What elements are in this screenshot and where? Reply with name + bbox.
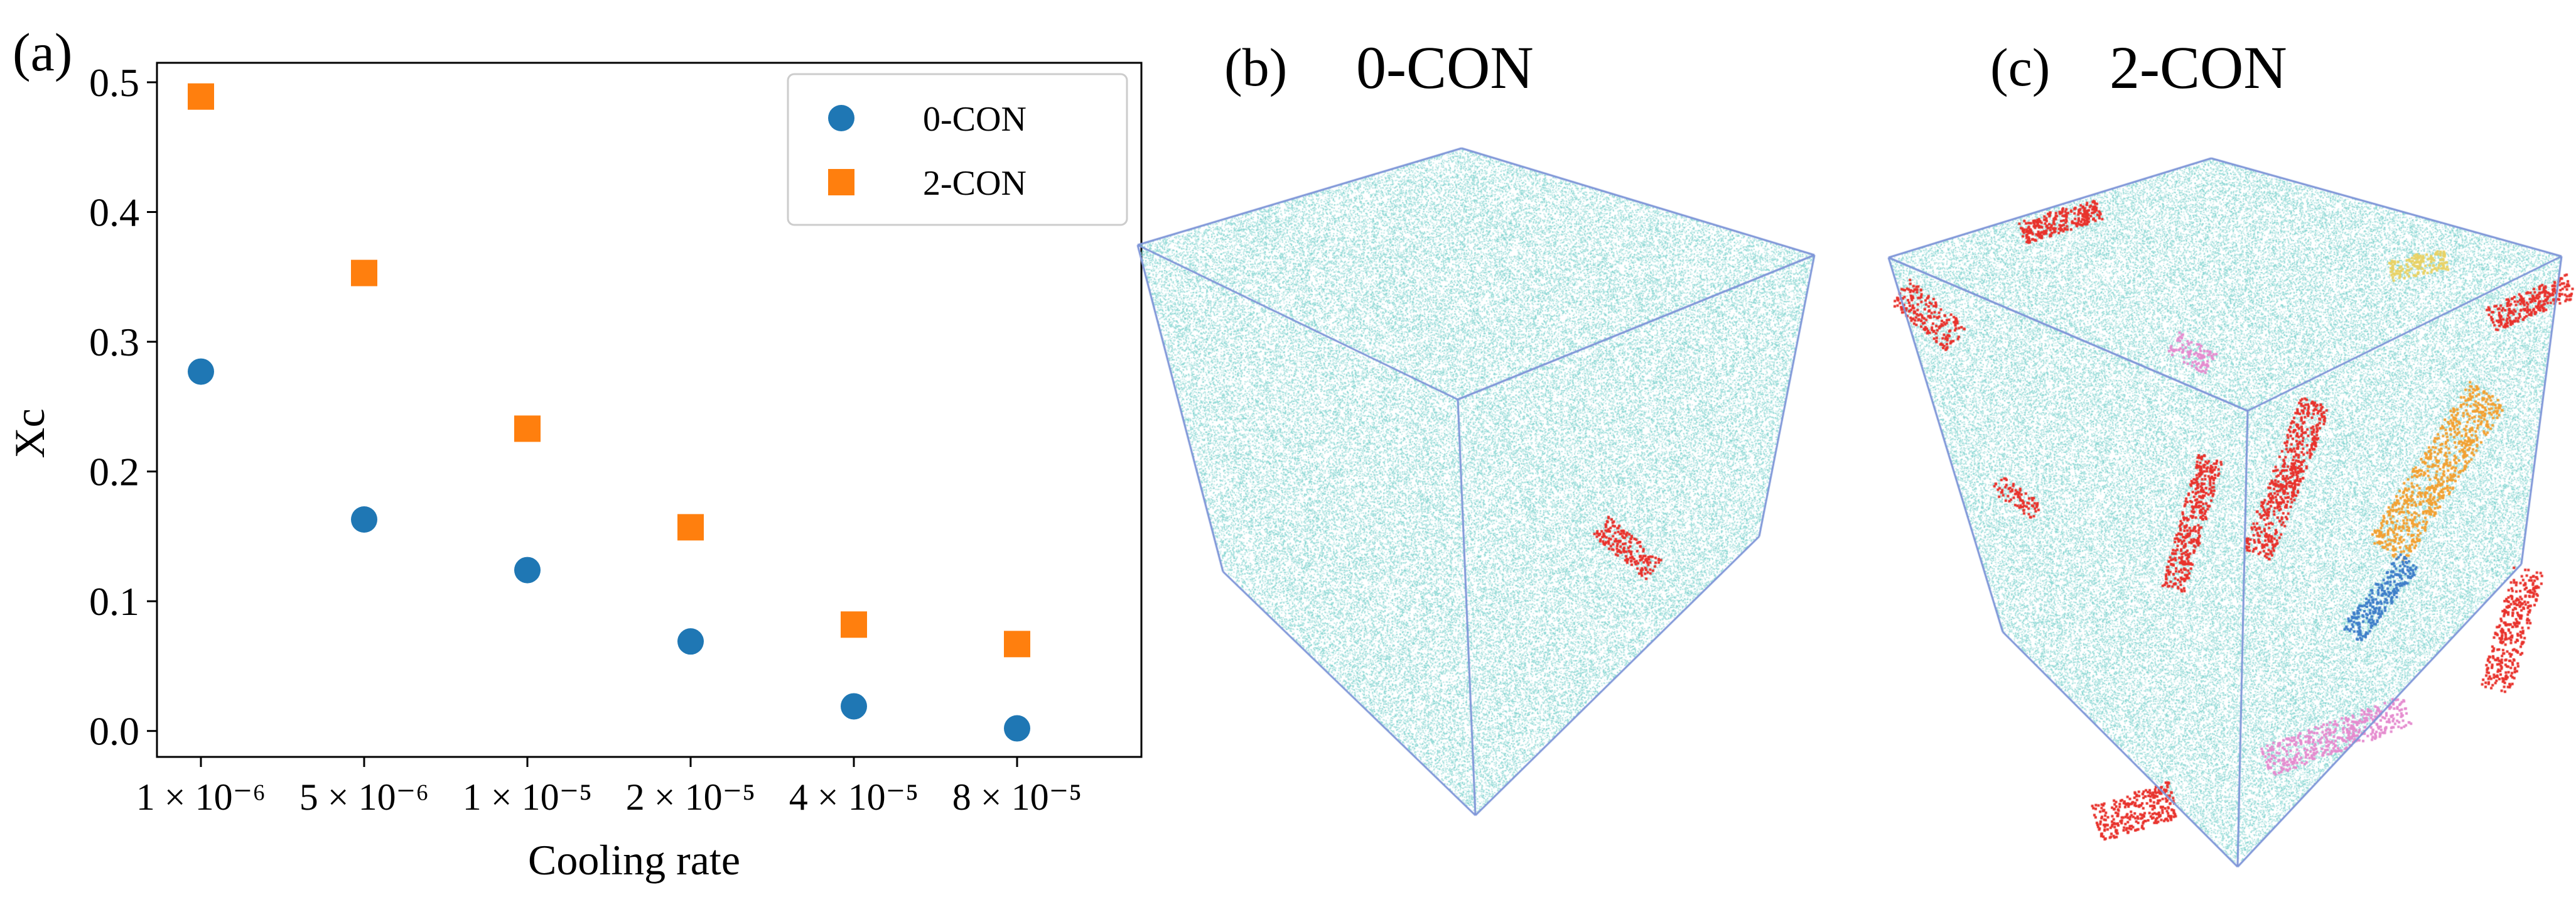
x-axis-label: Cooling rate: [528, 836, 740, 884]
y-tick-label: 0.4: [89, 190, 139, 235]
point-2-con: [351, 259, 377, 286]
legend-label-0-con: 0-CON: [923, 100, 1027, 139]
xc-scatter-chart: 0.00.10.20.30.40.5 1 × 10⁻⁶ 5 × 10⁻⁶ 1 × 1…: [6, 60, 1143, 884]
x-tick-label: 8 × 10⁻⁵: [952, 776, 1082, 818]
data-points: [188, 83, 1030, 742]
y-tick-label: 0.0: [89, 709, 139, 754]
panel-b-label: (b): [1224, 37, 1288, 97]
point-0-con: [677, 628, 704, 655]
point-2-con: [677, 514, 704, 541]
panel-a-label: (a): [13, 22, 73, 82]
y-axis-label: Xc: [6, 408, 53, 458]
x-tick-label: 2 × 10⁻⁵: [626, 776, 755, 818]
x-tick-label: 5 × 10⁻⁶: [299, 776, 429, 818]
cube-2con-visualization: [1877, 144, 2574, 873]
x-tick-label: 1 × 10⁻⁵: [463, 776, 592, 818]
y-tick-label: 0.5: [89, 60, 139, 105]
y-tick-label: 0.1: [89, 579, 139, 624]
panel-b-title: 0-CON: [1356, 34, 1534, 101]
point-0-con: [514, 557, 541, 584]
point-2-con: [188, 83, 214, 110]
point-0-con: [351, 506, 377, 533]
y-tick-label: 0.3: [89, 320, 139, 364]
x-tick-label: 4 × 10⁻⁵: [789, 776, 919, 818]
point-0-con: [188, 358, 214, 385]
point-0-con: [841, 693, 867, 720]
legend-marker-0-con: [828, 105, 854, 131]
x-tick-label: 1 × 10⁻⁶: [136, 776, 266, 818]
legend-marker-2-con: [828, 169, 854, 195]
panel-c-label: (c): [1990, 37, 2051, 97]
y-axis-ticks: 0.0 0.1 0.2 0.3 0.4 0.5: [89, 60, 157, 754]
point-2-con: [1004, 631, 1030, 658]
point-2-con: [841, 611, 867, 638]
x-axis-ticks: 1 × 10⁻⁶ 5 × 10⁻⁶ 1 × 10⁻⁵ 2 × 10⁻⁵ 4 × 10⁻⁵…: [136, 757, 1082, 818]
legend-label-2-con: 2-CON: [923, 164, 1027, 203]
cube-0con-visualization: [1124, 132, 1852, 842]
panel-c-title: 2-CON: [2110, 34, 2287, 101]
point-0-con: [1004, 715, 1030, 742]
chart-legend: 0-CON 2-CON: [787, 73, 1128, 226]
point-2-con: [514, 415, 541, 442]
y-tick-label: 0.2: [89, 450, 139, 494]
